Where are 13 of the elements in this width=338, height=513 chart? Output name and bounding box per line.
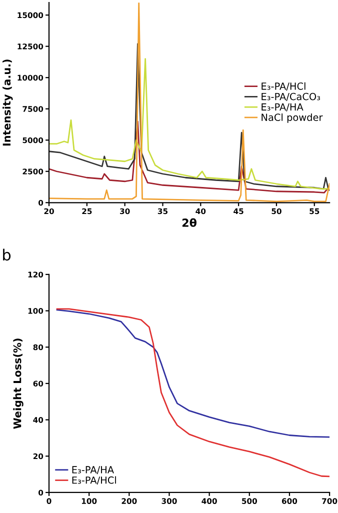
- legend-label: NaCl powder: [262, 113, 323, 123]
- legend-label: E₃-PA/HA: [262, 103, 304, 112]
- legend-label: E₃-PA/CaCO₃: [262, 92, 320, 101]
- line-series: [49, 2, 330, 202]
- line-series: [56, 309, 330, 438]
- line-series: [56, 308, 330, 478]
- text: b: [3, 248, 11, 261]
- x-axis-title: 2θ: [182, 218, 196, 227]
- y-axis-title: Intensity (a.u.): [2, 60, 13, 146]
- legend-label: E₃-PA/HA: [72, 466, 114, 474]
- y-axis-title: Weight Loss(%): [13, 338, 24, 429]
- legend-label: E₃-PA/HCl: [72, 476, 116, 485]
- legend-label: E₃-PA/HCl: [262, 82, 306, 91]
